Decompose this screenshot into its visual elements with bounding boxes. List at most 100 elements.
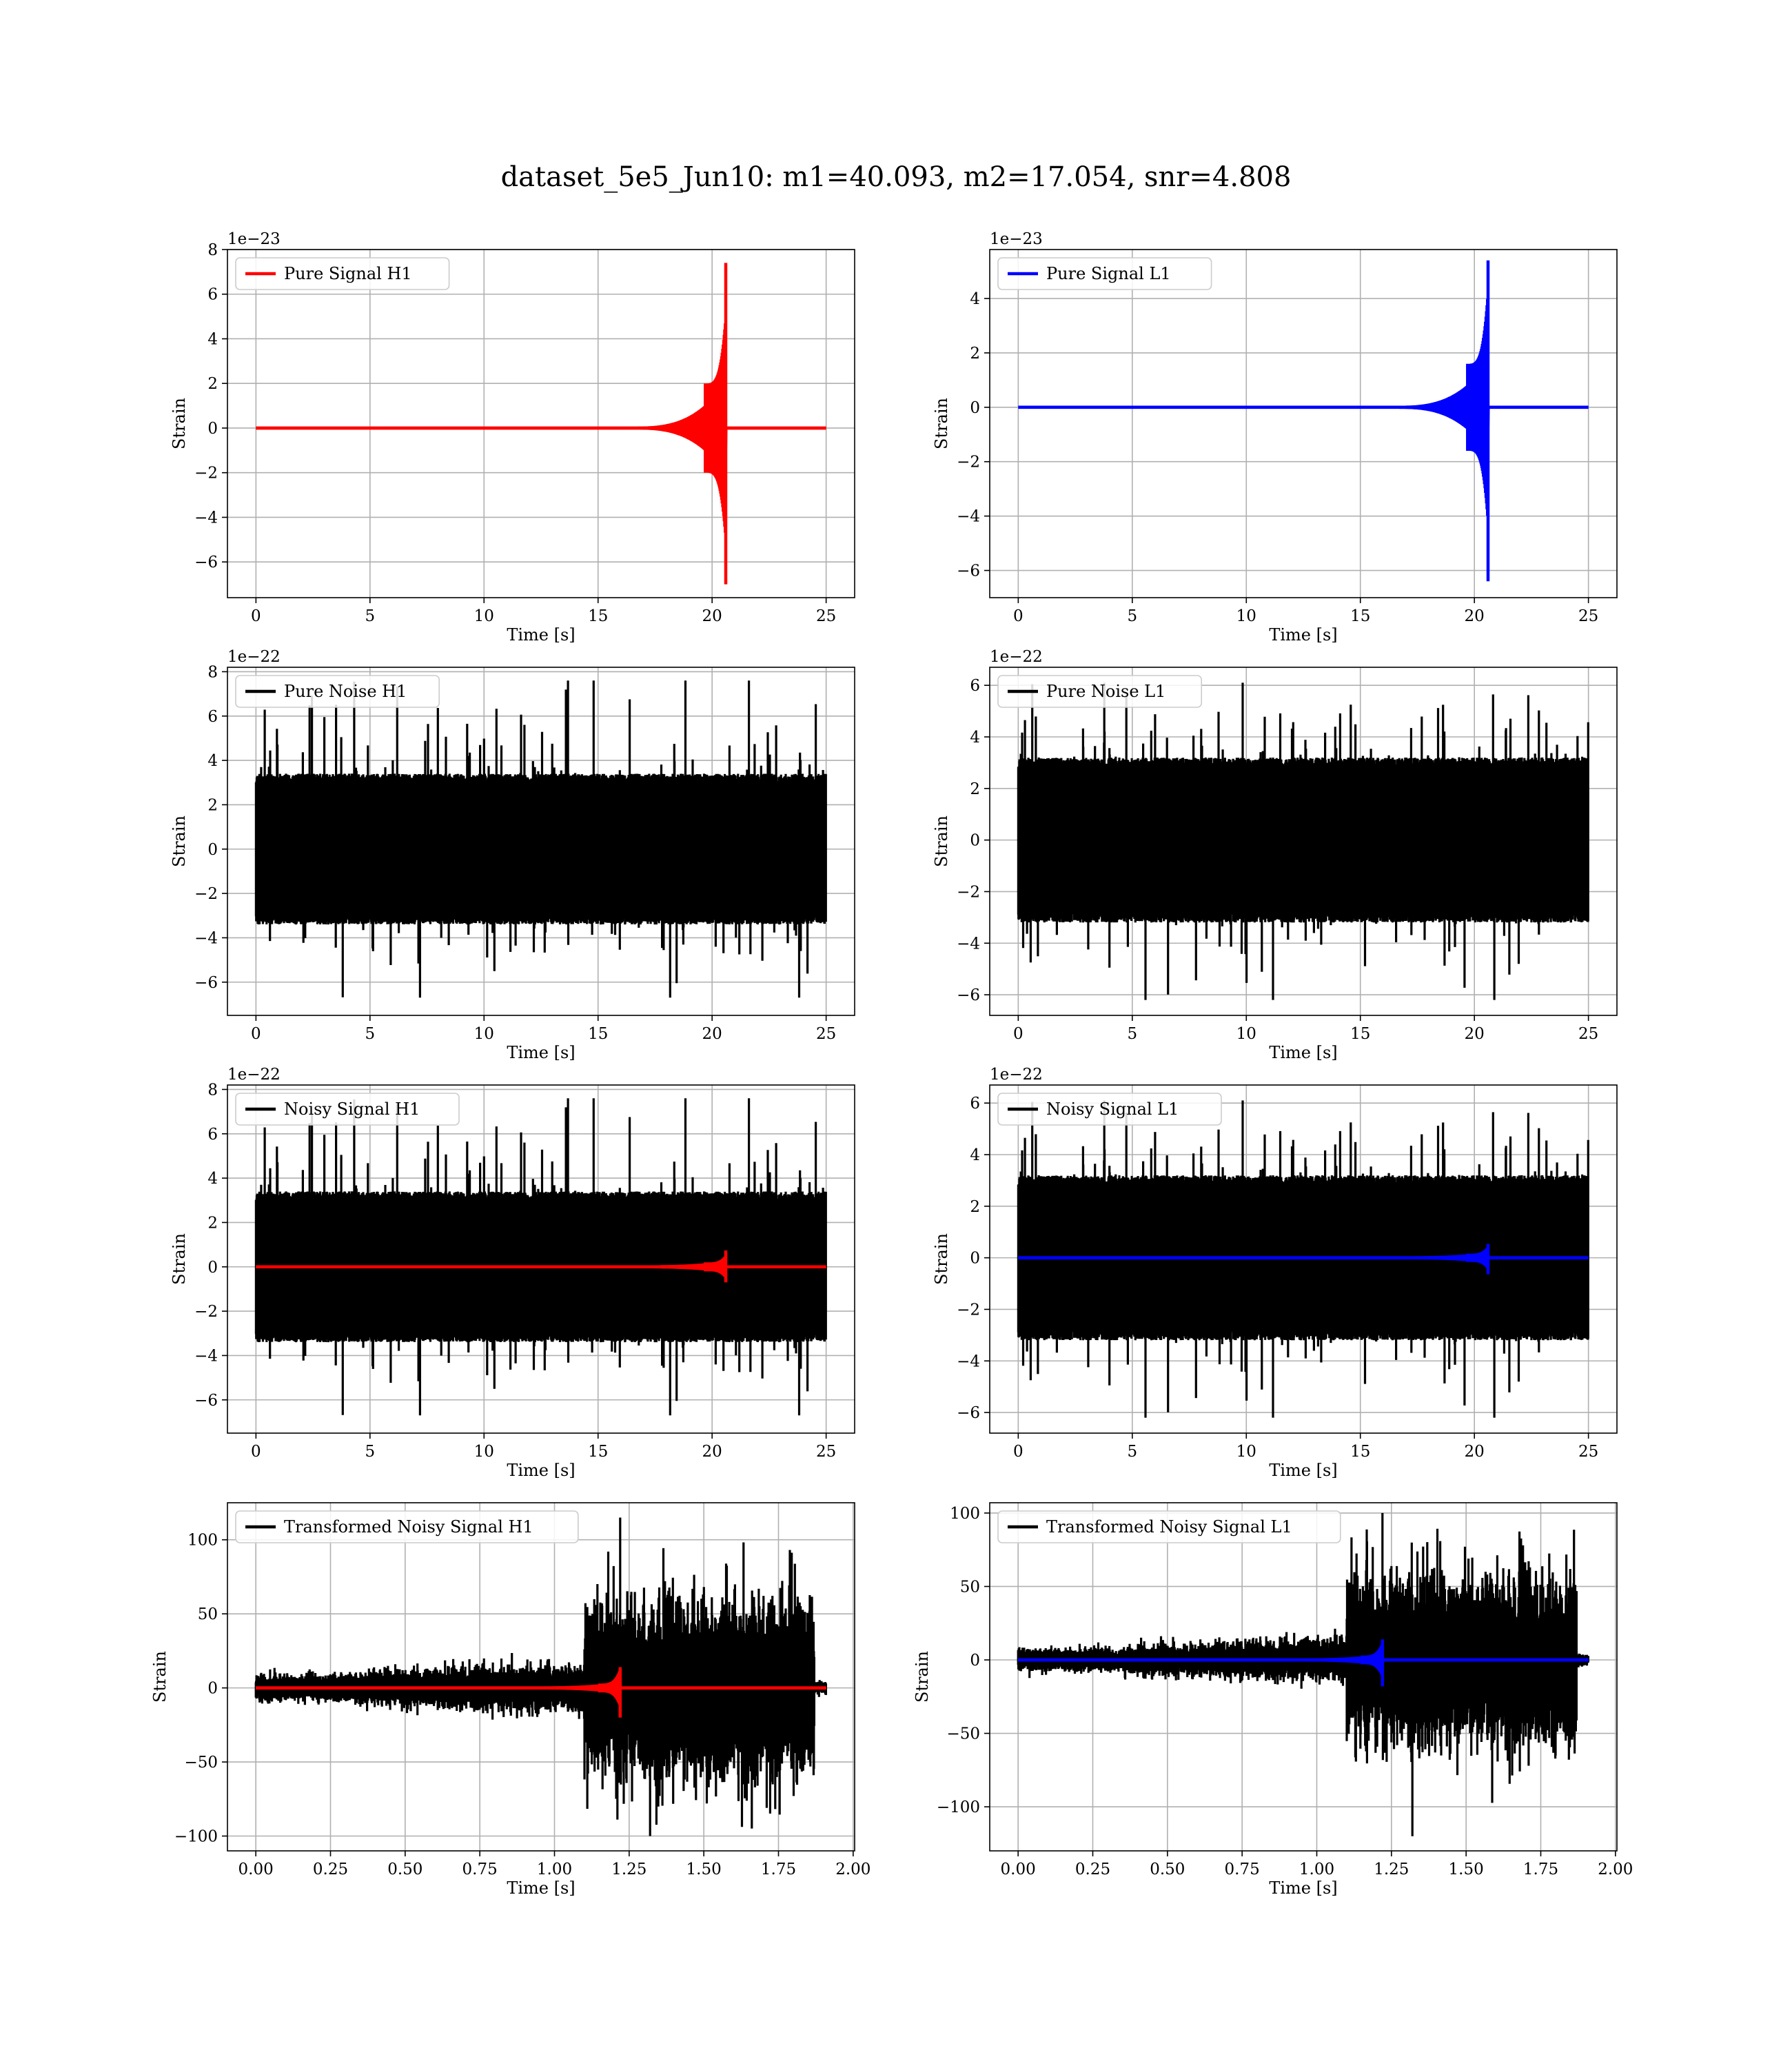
x-tick-label: 1.25 bbox=[1374, 1861, 1409, 1878]
y-axis-label: Strain bbox=[170, 1233, 189, 1285]
x-tick-label: 5 bbox=[1127, 1443, 1137, 1461]
legend-box bbox=[997, 257, 1212, 290]
y-tick-label: −100 bbox=[937, 1798, 980, 1816]
legend-label: Transformed Noisy Signal H1 bbox=[284, 1517, 533, 1537]
y-tick-label: 0 bbox=[970, 399, 980, 417]
x-axis-label: Time [s] bbox=[507, 1043, 575, 1062]
y-tick-label: −2 bbox=[957, 883, 980, 901]
x-tick-label: 15 bbox=[1350, 1443, 1370, 1461]
y-tick-label: −50 bbox=[946, 1725, 980, 1743]
y-tick-label: 4 bbox=[207, 1170, 218, 1188]
x-tick-label: 15 bbox=[1350, 1025, 1370, 1043]
y-tick-label: −4 bbox=[957, 508, 980, 526]
y-tick-label: 6 bbox=[207, 286, 218, 304]
axes-frame bbox=[989, 249, 1618, 598]
x-tick-label: 10 bbox=[1236, 1443, 1256, 1461]
axes-frame bbox=[227, 1502, 855, 1852]
plot-area bbox=[254, 263, 828, 585]
axis-offset-text: 1e−22 bbox=[227, 648, 281, 666]
legend: Pure Signal L1 bbox=[997, 257, 1212, 290]
x-tick-label: 0.50 bbox=[1150, 1861, 1185, 1878]
y-tick-label: −6 bbox=[957, 986, 980, 1004]
y-tick-label: 8 bbox=[207, 663, 218, 681]
x-tick-label: 15 bbox=[588, 1025, 608, 1043]
y-tick-label: −2 bbox=[957, 454, 980, 472]
x-tick-label: 20 bbox=[702, 1443, 722, 1461]
y-axis-label: Strain bbox=[170, 398, 189, 449]
legend-box bbox=[997, 1093, 1222, 1126]
y-tick-label: 6 bbox=[970, 1095, 980, 1113]
legend-label: Noisy Signal L1 bbox=[1046, 1099, 1179, 1119]
x-tick-label: 25 bbox=[1578, 1025, 1598, 1043]
legend-label: Noisy Signal H1 bbox=[284, 1099, 420, 1119]
y-axis-label: Strain bbox=[932, 815, 951, 867]
legend-box bbox=[997, 1510, 1341, 1543]
series-noise-core-0 bbox=[1018, 765, 1589, 915]
axes-frame bbox=[989, 1502, 1618, 1852]
y-tick-label: −4 bbox=[194, 1347, 218, 1365]
chart-pure-noise-h1: 0 5 10 15 20 25 −6 −4 −2 0 2 4 6 8 Time [s] Strain 1e−22… bbox=[170, 648, 855, 1062]
x-tick-label: 0 bbox=[1013, 607, 1024, 625]
y-axis-label: Strain bbox=[932, 398, 951, 449]
legend: Pure Signal H1 bbox=[235, 257, 450, 290]
plot-area bbox=[254, 680, 827, 998]
y-tick-label: −6 bbox=[957, 1404, 980, 1422]
x-tick-label: 5 bbox=[1127, 607, 1137, 625]
x-tick-label: 15 bbox=[1350, 607, 1370, 625]
legend-box bbox=[235, 675, 440, 708]
y-tick-label: −4 bbox=[957, 1352, 980, 1370]
x-axis-label: Time [s] bbox=[1269, 625, 1337, 645]
axes-frame bbox=[989, 1084, 1618, 1434]
y-tick-label: 0 bbox=[207, 841, 218, 859]
x-tick-label: 15 bbox=[588, 1443, 608, 1461]
legend-box bbox=[235, 1093, 460, 1126]
y-tick-label: 0 bbox=[970, 1652, 980, 1670]
y-tick-label: 2 bbox=[970, 780, 980, 798]
x-tick-label: 0 bbox=[1013, 1025, 1024, 1043]
y-tick-label: −6 bbox=[957, 562, 980, 580]
axis-offset-text: 1e−23 bbox=[990, 230, 1043, 248]
x-tick-label: 1.50 bbox=[686, 1861, 722, 1878]
y-tick-label: −2 bbox=[194, 1303, 218, 1321]
x-tick-label: 5 bbox=[1127, 1025, 1137, 1043]
legend: Noisy Signal H1 bbox=[235, 1093, 460, 1126]
y-axis-label: Strain bbox=[913, 1651, 932, 1703]
chart-transformed-noisy-signal-h1: 0.00 0.25 0.50 0.75 1.00 1.25 1.50 1.75 2.00 −100… bbox=[150, 1502, 870, 1898]
x-tick-label: 0 bbox=[251, 1025, 261, 1043]
y-tick-label: 2 bbox=[970, 1198, 980, 1216]
x-tick-label: 10 bbox=[474, 607, 494, 625]
y-tick-label: −4 bbox=[194, 509, 218, 527]
y-tick-label: 6 bbox=[207, 1126, 218, 1144]
y-tick-label: 2 bbox=[207, 375, 218, 393]
legend: Pure Noise L1 bbox=[997, 675, 1203, 708]
plot-area bbox=[1017, 1512, 1590, 1836]
x-axis-label: Time [s] bbox=[507, 625, 575, 645]
chart-pure-noise-l1: 0 5 10 15 20 25 −6 −4 −2 0 2 4 6 Time [s] Strain 1e−22P… bbox=[932, 648, 1618, 1062]
x-tick-label: 0.75 bbox=[1225, 1861, 1260, 1878]
y-axis-label: Strain bbox=[170, 815, 189, 867]
axis-offset-text: 1e−22 bbox=[990, 648, 1043, 666]
legend: Transformed Noisy Signal H1 bbox=[235, 1510, 579, 1543]
y-axis-label: Strain bbox=[150, 1651, 170, 1703]
x-tick-label: 25 bbox=[816, 1025, 836, 1043]
y-tick-label: 4 bbox=[207, 330, 218, 348]
plot-area bbox=[1017, 1100, 1590, 1418]
x-tick-label: 25 bbox=[1578, 607, 1598, 625]
legend-label: Pure Noise L1 bbox=[1046, 682, 1165, 701]
legend-label: Pure Signal L1 bbox=[1046, 264, 1171, 283]
x-tick-label: 10 bbox=[474, 1443, 494, 1461]
x-tick-label: 1.00 bbox=[1299, 1861, 1334, 1878]
y-tick-label: 100 bbox=[950, 1505, 980, 1523]
y-tick-label: −100 bbox=[174, 1828, 218, 1846]
x-tick-label: 0.00 bbox=[1001, 1861, 1036, 1878]
y-tick-label: 8 bbox=[207, 1081, 218, 1099]
plot-area bbox=[254, 1517, 828, 1836]
y-tick-label: −4 bbox=[957, 935, 980, 953]
y-axis-label: Strain bbox=[932, 1233, 951, 1285]
x-tick-label: 5 bbox=[365, 1443, 375, 1461]
x-axis-label: Time [s] bbox=[507, 1878, 575, 1898]
x-tick-label: 25 bbox=[816, 1443, 836, 1461]
x-axis-label: Time [s] bbox=[1269, 1461, 1337, 1480]
